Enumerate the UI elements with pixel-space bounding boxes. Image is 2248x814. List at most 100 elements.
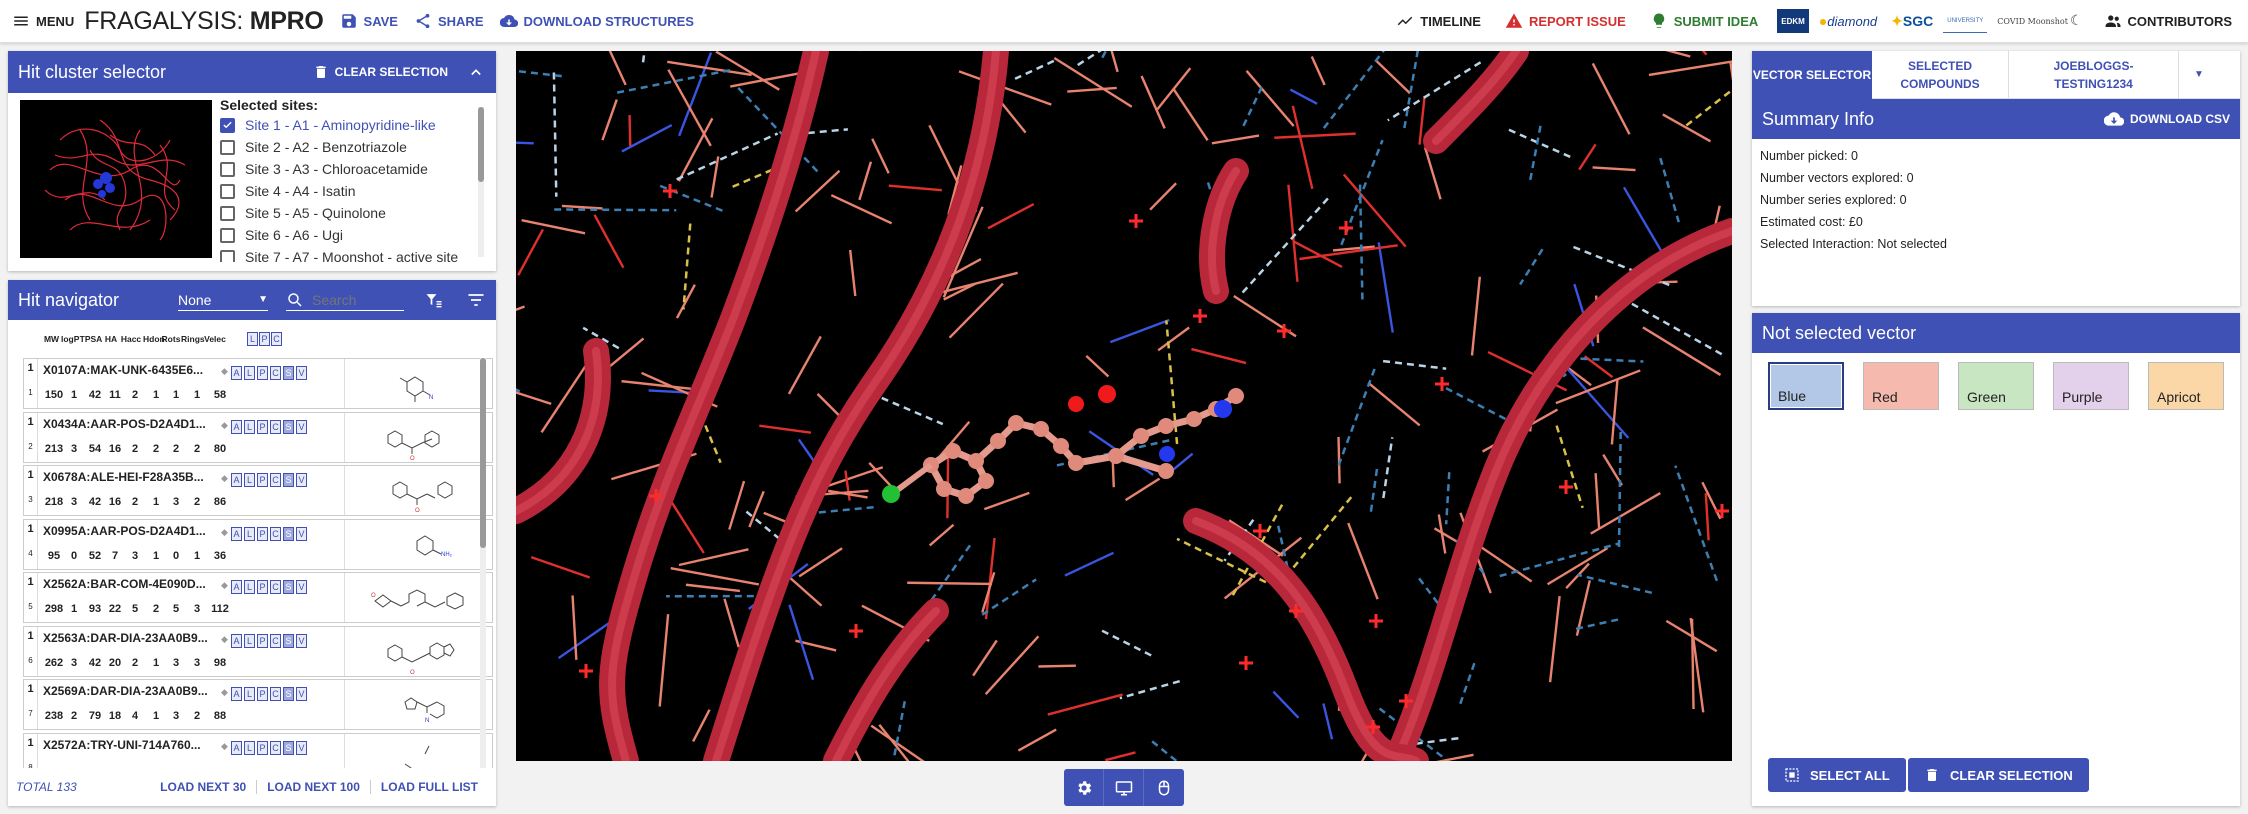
search-field[interactable] bbox=[286, 289, 404, 311]
molecule-viewer[interactable] bbox=[516, 51, 1732, 761]
hit-toggle[interactable]: P bbox=[257, 419, 268, 434]
column-header[interactable]: MW bbox=[43, 334, 60, 344]
hit-toggle[interactable]: P bbox=[257, 366, 268, 380]
hit-toggle[interactable]: A bbox=[231, 580, 242, 594]
site-item[interactable]: Site 4 - A4 - Isatin bbox=[220, 180, 486, 202]
hit-toggle[interactable]: L bbox=[244, 473, 255, 487]
site-item[interactable]: Site 1 - A1 - Aminopyridine-like bbox=[220, 114, 486, 136]
hit-toggle[interactable]: A bbox=[231, 740, 242, 755]
load-next-30-button[interactable]: Load next 30 bbox=[150, 780, 258, 794]
hit-toggle[interactable]: V bbox=[296, 473, 307, 487]
hit-toggle[interactable]: V bbox=[296, 687, 307, 701]
hit-toggle[interactable]: A bbox=[231, 687, 242, 701]
load-full-list-button[interactable]: Load full list bbox=[380, 780, 478, 794]
hit-toggle[interactable]: L bbox=[244, 687, 255, 701]
save-button[interactable]: Save bbox=[332, 0, 406, 43]
hit-toggle[interactable]: P bbox=[257, 740, 268, 755]
hit-toggle[interactable]: L bbox=[244, 526, 255, 541]
color-button-red[interactable]: Red bbox=[1863, 362, 1939, 410]
hit-toggle[interactable]: S bbox=[283, 366, 294, 380]
clear-vector-selection-button[interactable]: Clear selection bbox=[1908, 758, 2089, 792]
menu-button[interactable]: Menu bbox=[0, 0, 82, 43]
clear-cluster-selection-button[interactable]: Clear selection bbox=[313, 64, 448, 80]
protein-thumbnail[interactable] bbox=[20, 100, 212, 258]
column-header[interactable]: Hdon bbox=[143, 334, 165, 344]
contributors-button[interactable]: Contributors bbox=[2096, 0, 2240, 43]
hit-toggle[interactable]: V bbox=[296, 366, 307, 380]
checkbox-checked-icon[interactable] bbox=[220, 117, 235, 133]
timeline-button[interactable]: Timeline bbox=[1388, 0, 1489, 43]
site-item[interactable]: Site 6 - A6 - Ugi bbox=[220, 224, 486, 246]
hit-toggle[interactable]: L bbox=[244, 366, 255, 380]
hit-toggle[interactable]: A bbox=[231, 473, 242, 487]
hit-toggle[interactable]: S bbox=[283, 687, 294, 701]
column-header[interactable]: TPSA bbox=[79, 334, 103, 344]
hit-toggle[interactable]: L bbox=[244, 740, 255, 755]
hit-toggle[interactable]: C bbox=[270, 419, 281, 434]
hit-row[interactable]: 1 7 X2569A:DAR-DIA-23AA0B9... 238 2 79 18 4 1 3 2 8… bbox=[23, 679, 493, 730]
hit-toggle[interactable]: V bbox=[296, 580, 307, 594]
tab-vector-selector[interactable]: Vector selector bbox=[1752, 51, 1872, 99]
download-csv-button[interactable]: Download CSV bbox=[2104, 109, 2230, 129]
hit-list-scrollbar[interactable] bbox=[480, 358, 486, 790]
report-issue-button[interactable]: Report issue bbox=[1497, 0, 1634, 43]
tab-selected-compounds[interactable]: Selected compounds bbox=[1872, 51, 2009, 99]
viewer-settings-button[interactable] bbox=[1064, 769, 1104, 806]
hit-toggle[interactable]: S bbox=[283, 580, 294, 594]
hit-toggle[interactable]: V bbox=[296, 526, 307, 541]
clear-filter-icon[interactable] bbox=[424, 290, 444, 310]
hit-toggle[interactable]: C bbox=[270, 633, 281, 648]
hit-toggle[interactable]: C bbox=[270, 366, 281, 380]
hit-toggle[interactable]: C bbox=[270, 473, 281, 487]
checkbox-icon[interactable] bbox=[220, 227, 235, 243]
filter-select[interactable]: None ▼ bbox=[178, 289, 268, 311]
search-input[interactable] bbox=[312, 291, 402, 308]
hit-toggle[interactable]: C bbox=[270, 526, 281, 541]
hit-toggle[interactable]: S bbox=[283, 740, 294, 755]
hit-toggle[interactable]: P bbox=[257, 687, 268, 701]
column-header[interactable]: Rings bbox=[181, 334, 205, 344]
hit-row[interactable]: 1 3 X0678A:ALE-HEI-F28A35B... 218 3 42 16 2 1 3 2 8… bbox=[23, 465, 493, 516]
header-toggle[interactable]: P bbox=[259, 332, 270, 346]
hit-toggle[interactable]: A bbox=[231, 419, 242, 434]
hit-toggle[interactable]: A bbox=[231, 526, 242, 541]
color-button-blue[interactable]: Blue bbox=[1768, 362, 1844, 410]
hit-toggle[interactable]: C bbox=[270, 580, 281, 594]
hit-row[interactable]: 1 4 X0995A:AAR-POS-D2A4D1... 95 0 52 7 3 1 0 1 36 ◆ A… bbox=[23, 518, 493, 570]
color-button-purple[interactable]: Purple bbox=[2053, 362, 2129, 410]
column-header[interactable]: Rots bbox=[161, 334, 181, 344]
site-item[interactable]: Site 5 - A5 - Quinolone bbox=[220, 202, 486, 224]
checkbox-icon[interactable] bbox=[220, 139, 235, 155]
hit-toggle[interactable]: V bbox=[296, 633, 307, 648]
tab-project[interactable]: joebloggs-testing1234 bbox=[2009, 51, 2179, 99]
hit-toggle[interactable]: L bbox=[244, 633, 255, 648]
chevron-up-icon[interactable] bbox=[466, 62, 486, 82]
checkbox-icon[interactable] bbox=[220, 161, 235, 177]
hit-toggle[interactable]: V bbox=[296, 419, 307, 434]
hit-toggle[interactable]: S bbox=[283, 633, 294, 648]
filter-list-icon[interactable] bbox=[466, 290, 486, 310]
hit-toggle[interactable]: P bbox=[257, 526, 268, 541]
color-button-green[interactable]: Green bbox=[1958, 362, 2034, 410]
submit-idea-button[interactable]: Submit idea bbox=[1642, 0, 1767, 43]
color-button-apricot[interactable]: Apricot bbox=[2148, 362, 2224, 410]
hit-toggle[interactable]: S bbox=[283, 419, 294, 434]
column-header[interactable]: Hacc bbox=[120, 334, 142, 344]
site-item[interactable]: Site 7 - A7 - Moonshot - active site bbox=[220, 246, 486, 262]
viewer-mouse-button[interactable] bbox=[1144, 769, 1184, 806]
hit-row[interactable]: 1 1 X0107A:MAK-UNK-6435E6... 150 1 42 11 2 1 1 1 58… bbox=[23, 358, 493, 409]
download-structures-button[interactable]: Download structures bbox=[492, 0, 702, 43]
hit-toggle[interactable]: S bbox=[283, 526, 294, 541]
header-toggle[interactable]: L bbox=[247, 332, 258, 346]
hit-toggle[interactable]: L bbox=[244, 419, 255, 434]
select-all-button[interactable]: Select all bbox=[1768, 758, 1906, 792]
hit-toggle[interactable]: C bbox=[270, 740, 281, 755]
site-item[interactable]: Site 3 - A3 - Chloroacetamide bbox=[220, 158, 486, 180]
column-header[interactable]: Velec bbox=[204, 334, 226, 344]
hit-toggle[interactable]: S bbox=[283, 473, 294, 487]
hit-toggle[interactable]: P bbox=[257, 580, 268, 594]
site-list-scrollbar[interactable] bbox=[478, 107, 484, 257]
hit-toggle[interactable]: P bbox=[257, 473, 268, 487]
site-item[interactable]: Site 2 - A2 - Benzotriazole bbox=[220, 136, 486, 158]
header-toggle[interactable]: C bbox=[271, 332, 282, 346]
